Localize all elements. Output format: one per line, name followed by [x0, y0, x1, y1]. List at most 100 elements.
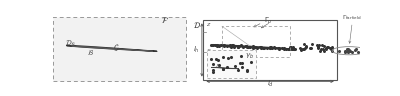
- Point: [239, 67, 246, 68]
- Point: [318, 44, 325, 45]
- Text: $\Gamma_\mathregular{farfield}$: $\Gamma_\mathregular{farfield}$: [342, 13, 362, 22]
- Point: [267, 48, 274, 49]
- Point: [220, 69, 226, 70]
- Point: [268, 47, 274, 48]
- Point: [258, 46, 264, 48]
- Point: [316, 50, 323, 52]
- Point: [328, 46, 335, 48]
- Point: [212, 44, 218, 46]
- Point: [220, 68, 227, 70]
- Point: [250, 46, 256, 47]
- Point: [221, 45, 227, 47]
- Point: [322, 48, 329, 50]
- Point: [303, 46, 310, 48]
- Point: [230, 46, 237, 48]
- Text: $\gamma_b$: $\gamma_b$: [246, 52, 254, 61]
- Point: [224, 66, 230, 68]
- Point: [327, 48, 333, 49]
- Point: [346, 50, 352, 51]
- Point: [239, 62, 246, 63]
- Point: [216, 64, 222, 65]
- Point: [244, 46, 250, 48]
- Point: [291, 48, 298, 50]
- Point: [235, 46, 241, 48]
- Point: [282, 48, 289, 50]
- Text: $l_d$: $l_d$: [266, 79, 274, 89]
- Point: [298, 48, 304, 49]
- Text: $\Gamma_p$: $\Gamma_p$: [264, 16, 273, 27]
- Point: [300, 48, 306, 49]
- Point: [314, 48, 321, 49]
- Point: [218, 44, 225, 46]
- Point: [290, 46, 296, 48]
- Point: [248, 61, 254, 62]
- Point: [324, 46, 331, 48]
- Point: [230, 44, 236, 46]
- Point: [342, 51, 349, 53]
- Point: [214, 44, 220, 46]
- Point: [296, 48, 303, 49]
- Point: [238, 55, 244, 57]
- Text: $\mathcal{D}_\mathcal{B}$: $\mathcal{D}_\mathcal{B}$: [64, 39, 76, 49]
- Polygon shape: [212, 45, 294, 49]
- Point: [328, 48, 335, 50]
- Point: [276, 48, 282, 49]
- Point: [320, 48, 326, 49]
- Point: [308, 47, 314, 49]
- Text: $\mathcal{D}$: $\mathcal{D}$: [193, 20, 201, 30]
- Point: [234, 45, 241, 46]
- Point: [329, 47, 335, 48]
- Point: [209, 44, 216, 46]
- Point: [210, 71, 216, 73]
- Point: [237, 62, 244, 64]
- Point: [228, 57, 234, 58]
- Point: [226, 45, 233, 47]
- Point: [247, 47, 254, 48]
- Point: [285, 48, 292, 49]
- Point: [279, 48, 286, 49]
- Point: [286, 48, 293, 50]
- Point: [298, 48, 304, 50]
- Point: [213, 45, 220, 47]
- Point: [260, 47, 267, 49]
- Point: [219, 44, 225, 45]
- Point: [224, 58, 231, 59]
- Point: [213, 58, 219, 59]
- Point: [290, 47, 296, 48]
- Point: [292, 48, 298, 50]
- Point: [245, 46, 252, 48]
- Point: [281, 48, 288, 50]
- Point: [242, 45, 249, 47]
- Point: [346, 50, 353, 52]
- Polygon shape: [212, 67, 239, 69]
- Point: [275, 48, 282, 49]
- Point: [267, 47, 274, 48]
- Point: [232, 65, 238, 67]
- Point: [254, 47, 260, 49]
- Text: $\mathcal{F}$: $\mathcal{F}$: [161, 15, 169, 25]
- Point: [288, 46, 294, 48]
- Text: $l_h$: $l_h$: [193, 45, 200, 55]
- Text: $\Delta_s$: $\Delta_s$: [215, 62, 223, 71]
- Point: [309, 43, 316, 45]
- Text: $\mathcal{G}$: $\mathcal{G}$: [114, 41, 120, 53]
- Point: [210, 44, 216, 46]
- Point: [290, 48, 297, 50]
- Point: [344, 50, 350, 52]
- Polygon shape: [67, 46, 157, 51]
- Point: [272, 47, 278, 49]
- Point: [228, 44, 235, 46]
- Point: [336, 51, 342, 52]
- Point: [257, 46, 264, 48]
- Point: [297, 49, 304, 50]
- Point: [354, 51, 361, 53]
- Point: [301, 44, 307, 45]
- Point: [348, 51, 355, 53]
- Text: $z$: $z$: [206, 21, 212, 28]
- Point: [307, 48, 313, 49]
- Point: [351, 49, 358, 51]
- Point: [318, 48, 324, 50]
- Point: [286, 48, 293, 50]
- Point: [321, 46, 327, 47]
- Point: [210, 69, 216, 71]
